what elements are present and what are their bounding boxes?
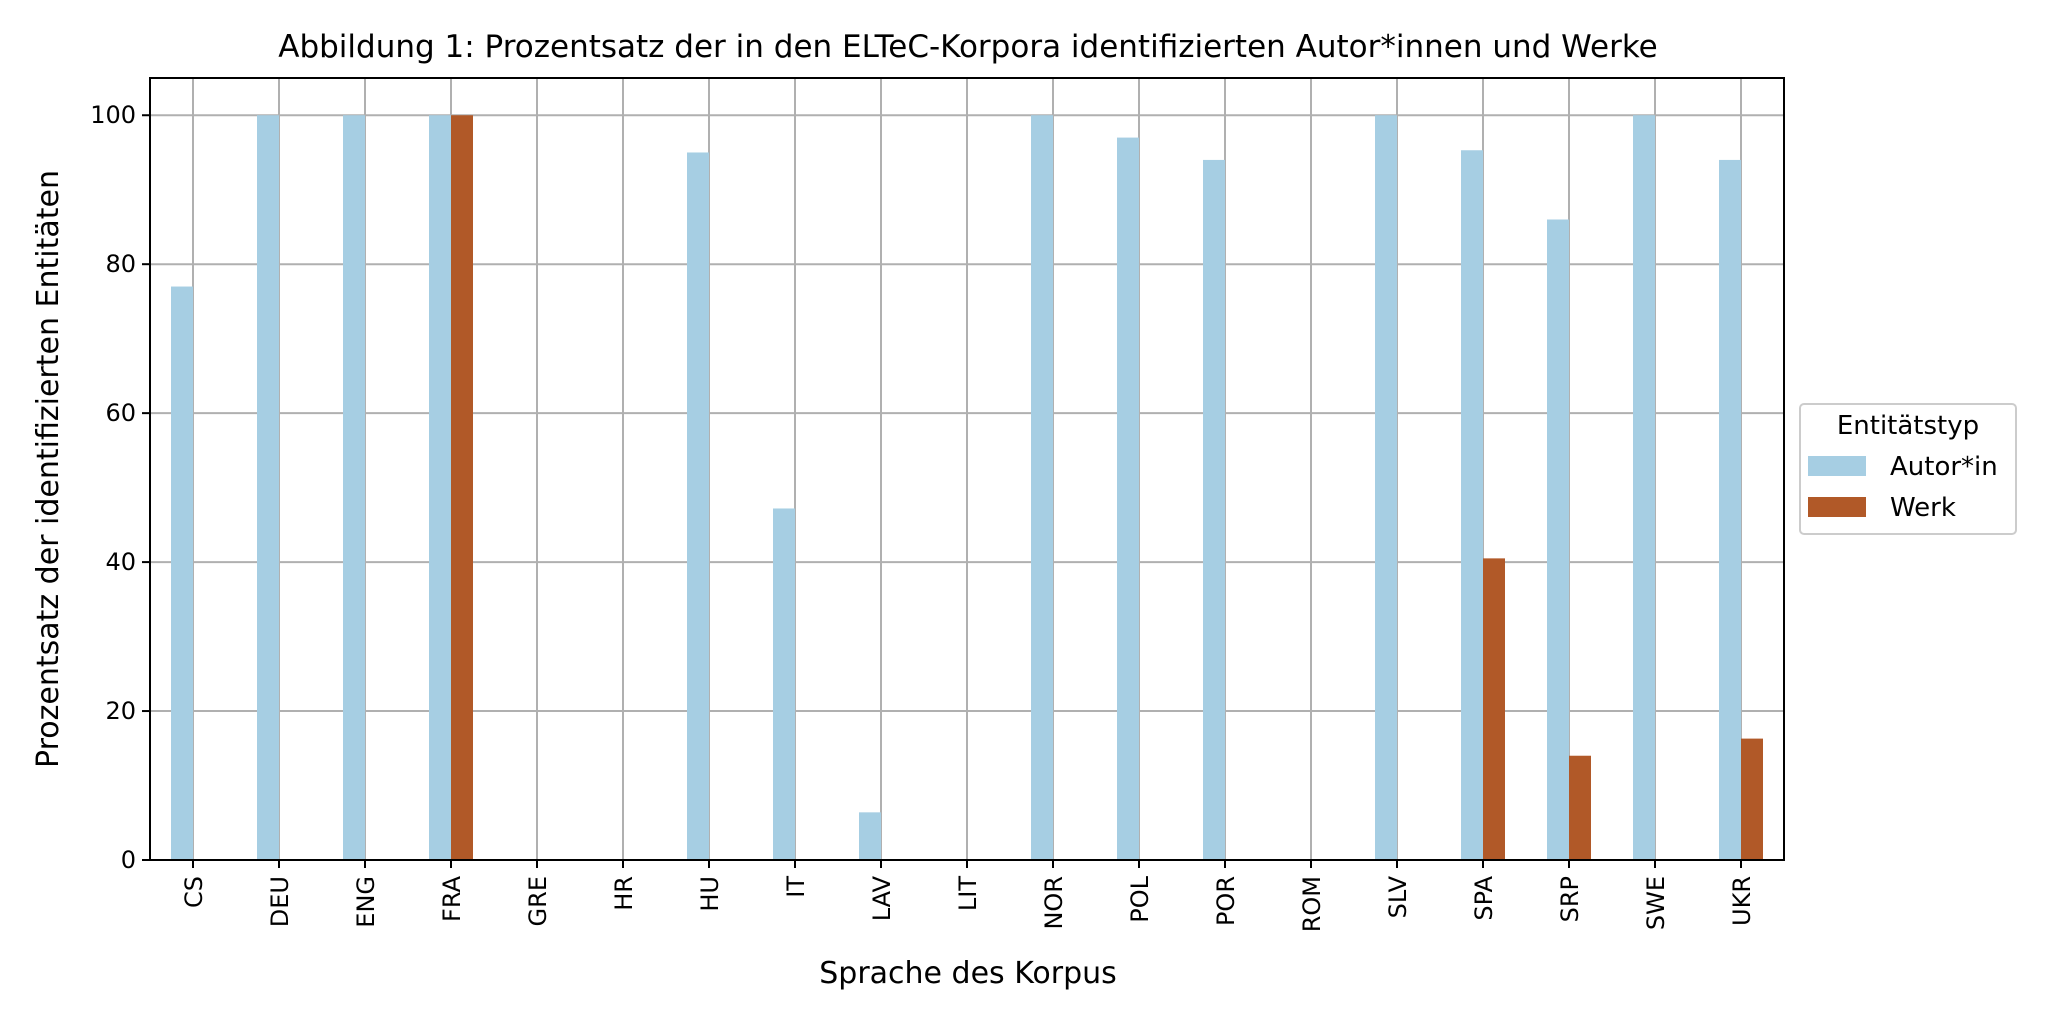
x-tick-label: SPA: [1470, 875, 1498, 920]
x-axis-label: Sprache des Korpus: [819, 956, 1117, 991]
bar-autorin-ukr: [1719, 159, 1741, 860]
bar-werk-fra: [451, 115, 473, 860]
y-tick-label: 100: [90, 101, 136, 129]
legend-entry-label: Autor*in: [1890, 452, 1998, 482]
bar-werk-ukr: [1741, 738, 1763, 860]
x-tick-label: ROM: [1298, 876, 1326, 932]
gridlines: [150, 78, 1784, 861]
bar-werk-srp: [1569, 755, 1591, 860]
bar-autorin-fra: [429, 115, 451, 860]
x-tick-label: GRE: [524, 876, 552, 926]
chart-title: Abbildung 1: Prozentsatz der in den ELTe…: [278, 29, 1658, 65]
bar-autorin-nor: [1031, 115, 1053, 860]
bar-autorin-spa: [1461, 150, 1483, 861]
x-tick-label: UKR: [1728, 876, 1756, 926]
legend-swatch: [1808, 497, 1866, 517]
y-tick-label: 0: [121, 846, 136, 874]
y-tick-label: 60: [105, 399, 136, 427]
x-tick-label: POL: [1126, 875, 1154, 922]
x-tick-label: NOR: [1040, 876, 1068, 930]
bar-autorin-eng: [343, 115, 365, 860]
x-tick-label: FRA: [438, 875, 466, 922]
bar-autorin-swe: [1633, 115, 1655, 860]
bar-autorin-por: [1203, 159, 1225, 860]
bars: [171, 115, 1763, 861]
bar-werk-spa: [1483, 558, 1505, 860]
x-tick-label: CS: [180, 876, 208, 908]
bar-autorin-it: [773, 508, 795, 860]
legend-swatch: [1808, 456, 1866, 476]
legend-title: Entitätstyp: [1837, 411, 1979, 441]
x-tick-label: LIT: [954, 876, 982, 911]
x-axis-ticks: CS DEU ENG FRA GRE HR HU IT LAV LIT NOR POL POR ROM SL…: [180, 860, 1756, 932]
y-tick-label: 20: [105, 697, 136, 725]
x-tick-label: HR: [610, 876, 638, 911]
bar-autorin-pol: [1117, 137, 1139, 861]
y-axis-label: Prozentsatz der identifizierten Entitäte…: [31, 170, 66, 768]
x-tick-label: HU: [696, 876, 724, 912]
bar-autorin-srp: [1547, 219, 1569, 860]
x-tick-label: SRP: [1556, 876, 1584, 922]
x-tick-label: SLV: [1384, 875, 1412, 918]
bar-autorin-deu: [257, 115, 279, 860]
x-tick-label: SWE: [1642, 876, 1670, 930]
legend-entry-label: Werk: [1890, 493, 1956, 523]
bar-autorin-slv: [1375, 115, 1397, 860]
x-tick-label: DEU: [266, 876, 294, 927]
bar-autorin-hu: [687, 152, 709, 860]
x-tick-label: IT: [782, 876, 810, 898]
y-tick-label: 80: [105, 250, 136, 278]
x-tick-label: ENG: [352, 876, 380, 928]
bar-autorin-lav: [859, 812, 881, 860]
bar-autorin-cs: [171, 286, 193, 860]
x-tick-label: POR: [1212, 876, 1240, 926]
legend: Entitätstyp Autor*in Werk: [1799, 403, 2017, 535]
x-tick-label: LAV: [868, 875, 896, 921]
y-tick-label: 40: [105, 548, 136, 576]
y-axis-ticks: 0 20 40 60 80 100: [90, 101, 150, 874]
